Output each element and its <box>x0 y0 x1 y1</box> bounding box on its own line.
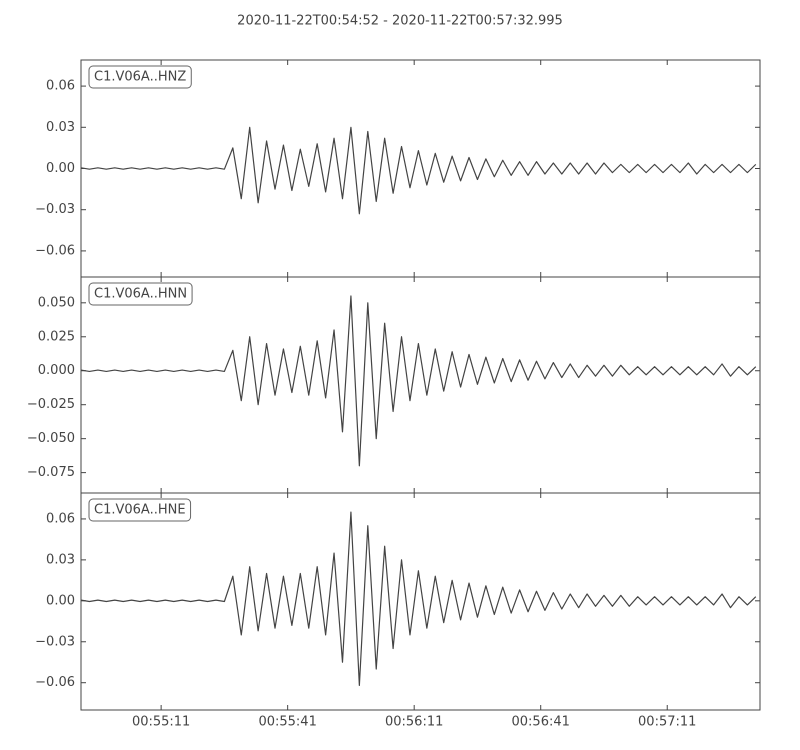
chart-title: 2020-11-22T00:54:52 - 2020-11-22T00:57:3… <box>237 14 563 29</box>
x-tick-label: 00:55:11 <box>132 715 190 730</box>
y-tick-label: 0.00 <box>46 593 75 608</box>
y-tick-label: −0.06 <box>35 243 75 258</box>
legend-label: C1.V06A..HNN <box>94 287 187 302</box>
legend-box <box>88 498 192 522</box>
y-tick-label: 0.00 <box>46 161 75 176</box>
y-tick-label: −0.03 <box>35 202 75 217</box>
legend-box <box>88 282 193 306</box>
y-tick-label: 0.025 <box>38 329 75 344</box>
x-tick-label: 00:57:11 <box>638 715 696 730</box>
y-tick-label: 0.06 <box>46 79 75 94</box>
x-tick-label: 00:56:41 <box>512 715 570 730</box>
waveform <box>81 126 757 215</box>
frame <box>80 276 761 494</box>
legend-label: C1.V06A..HNZ <box>94 70 186 85</box>
panel <box>81 295 757 467</box>
panel <box>81 511 757 687</box>
y-tick-label: 0.050 <box>38 295 75 310</box>
y-tick-label: 0.06 <box>46 511 75 526</box>
y-tick-label: 0.03 <box>46 552 75 567</box>
y-tick-label: −0.06 <box>35 675 75 690</box>
y-tick-label: −0.03 <box>35 634 75 649</box>
y-tick-label: 0.03 <box>46 120 75 135</box>
x-tick-label: 00:55:41 <box>258 715 316 730</box>
frame <box>80 492 761 711</box>
waveform <box>81 295 757 467</box>
y-tick-label: −0.025 <box>27 397 75 412</box>
y-tick-label: 0.000 <box>38 363 75 378</box>
panel <box>81 126 757 215</box>
y-tick-label: −0.075 <box>27 465 75 480</box>
legend-label: C1.V06A..HNE <box>94 503 186 518</box>
waveform <box>81 511 757 687</box>
x-tick-label: 00:56:11 <box>385 715 443 730</box>
y-tick-label: −0.050 <box>27 431 75 446</box>
legend-box <box>88 65 192 89</box>
